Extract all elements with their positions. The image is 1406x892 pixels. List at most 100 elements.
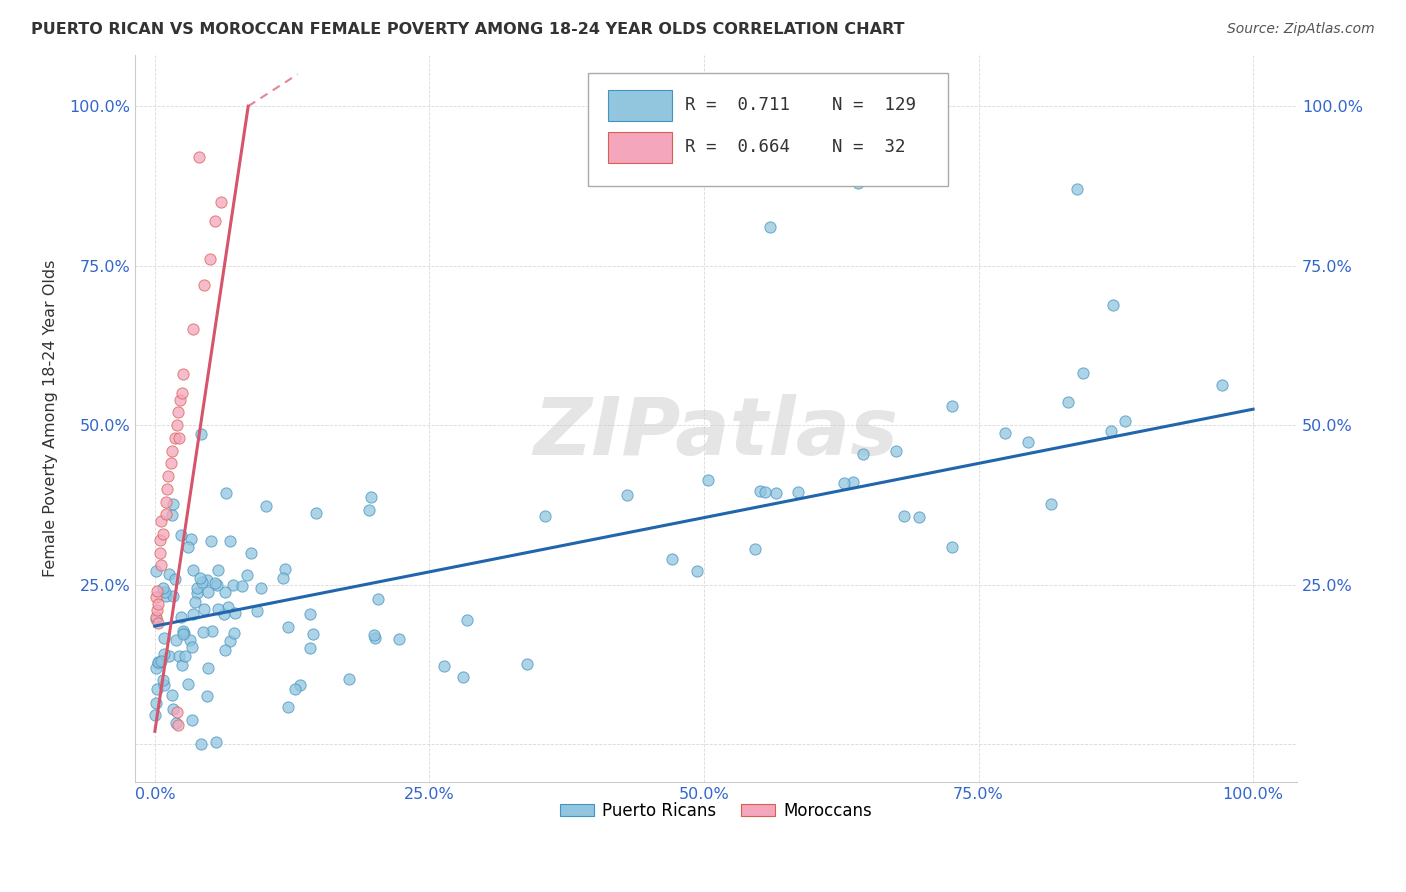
Point — [172, 627, 194, 641]
Text: ZIPatlas: ZIPatlas — [533, 394, 898, 472]
Point — [155, 589, 177, 603]
Point — [222, 578, 245, 592]
Point — [240, 546, 263, 560]
Point — [364, 632, 387, 646]
Point — [456, 613, 478, 627]
Point — [277, 700, 299, 714]
Point — [893, 508, 915, 523]
Point — [145, 564, 167, 578]
Point — [146, 584, 169, 599]
Point — [177, 540, 200, 554]
Point — [152, 582, 174, 596]
Point — [339, 672, 361, 686]
Point — [198, 252, 221, 267]
Point — [215, 486, 238, 500]
Point — [697, 474, 720, 488]
Point — [149, 546, 172, 560]
Point — [193, 277, 215, 292]
Point — [209, 194, 232, 209]
Point — [190, 737, 212, 751]
Point — [218, 533, 240, 548]
Point — [744, 542, 766, 557]
Point — [160, 457, 183, 471]
Point — [145, 696, 167, 710]
Point — [195, 689, 218, 703]
Text: R =  0.711    N =  129: R = 0.711 N = 129 — [685, 95, 915, 113]
Point — [748, 483, 770, 498]
Point — [190, 427, 212, 442]
Point — [160, 688, 183, 702]
Point — [162, 443, 184, 458]
Point — [302, 627, 325, 641]
Point — [191, 574, 214, 589]
Point — [153, 584, 176, 599]
Point — [787, 484, 810, 499]
Point — [842, 475, 865, 489]
Point — [166, 633, 188, 648]
Point — [661, 552, 683, 566]
Point — [754, 485, 776, 500]
Point — [388, 632, 411, 646]
Point — [170, 610, 193, 624]
Point — [167, 718, 190, 732]
Point — [146, 603, 169, 617]
FancyBboxPatch shape — [588, 73, 949, 186]
Point — [1066, 182, 1088, 196]
Point — [186, 581, 208, 595]
Point — [212, 607, 235, 622]
Point — [174, 648, 197, 663]
Legend: Puerto Ricans, Moroccans: Puerto Ricans, Moroccans — [554, 795, 879, 826]
Point — [1099, 424, 1122, 438]
Point — [180, 532, 202, 546]
Point — [179, 632, 201, 647]
Point — [363, 628, 385, 642]
Point — [145, 661, 167, 675]
Point — [298, 607, 321, 622]
Point — [534, 509, 557, 524]
Point — [1073, 366, 1095, 380]
Point — [1017, 434, 1039, 449]
Point — [165, 715, 187, 730]
Point — [367, 592, 389, 607]
Point — [156, 482, 179, 496]
Point — [193, 624, 215, 639]
Point — [162, 701, 184, 715]
Point — [166, 418, 188, 433]
Point — [759, 220, 782, 235]
Point — [360, 490, 382, 504]
Point — [1101, 298, 1123, 312]
Point — [162, 497, 184, 511]
Point — [145, 611, 167, 625]
Point — [994, 426, 1017, 441]
Point — [277, 620, 299, 634]
Point — [205, 735, 228, 749]
Point — [236, 568, 259, 582]
Point — [1211, 378, 1233, 392]
Point — [246, 603, 269, 617]
Point — [160, 508, 183, 523]
Point — [1057, 395, 1080, 409]
Point — [152, 526, 174, 541]
Point — [305, 506, 328, 520]
Point — [852, 447, 875, 461]
Point — [205, 578, 228, 592]
Point — [149, 533, 172, 547]
Point — [516, 657, 538, 671]
Point — [181, 322, 204, 336]
Point — [145, 591, 167, 605]
Point — [616, 488, 638, 502]
Point — [290, 678, 312, 692]
Point — [941, 540, 963, 554]
Point — [153, 678, 176, 692]
Point — [152, 673, 174, 687]
Point — [357, 503, 380, 517]
Point — [180, 713, 202, 727]
Point — [224, 607, 246, 621]
Point — [188, 571, 211, 585]
Point — [274, 562, 297, 576]
Point — [686, 564, 709, 578]
Point — [222, 626, 245, 640]
Point — [167, 431, 190, 445]
Point — [765, 486, 787, 500]
Point — [181, 563, 204, 577]
